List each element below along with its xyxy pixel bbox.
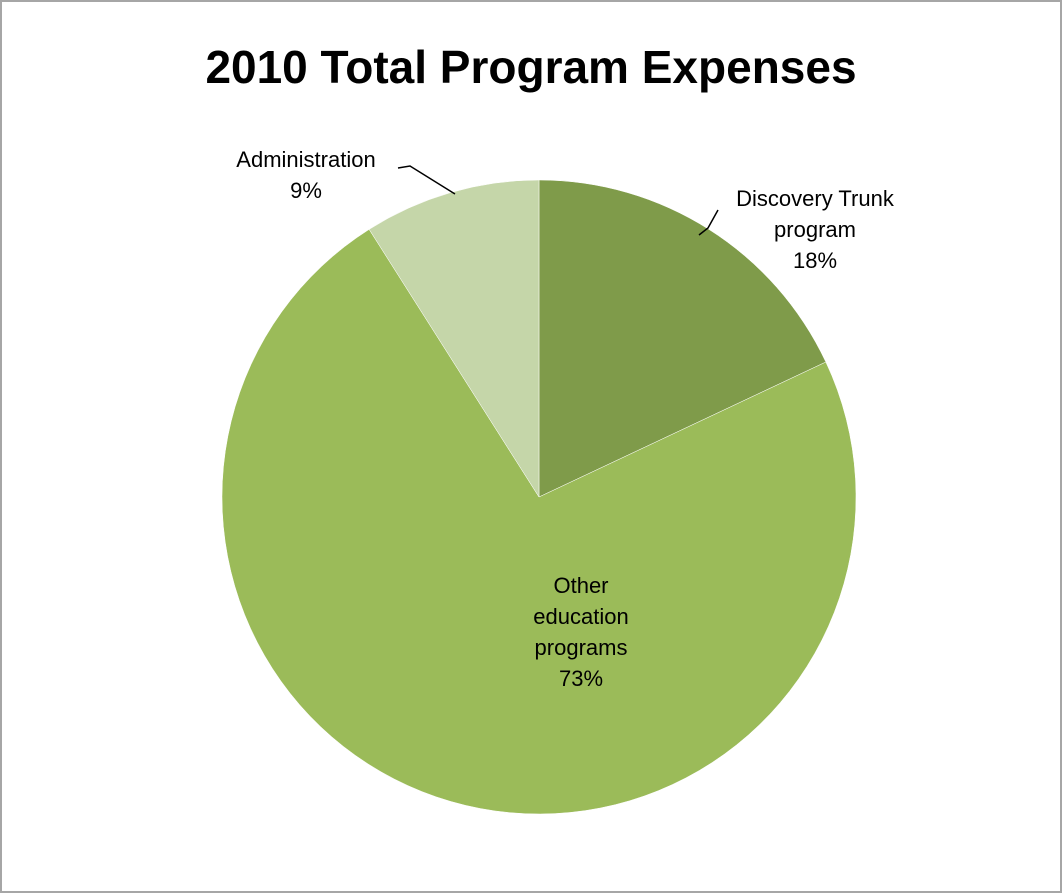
- data-label-other-education-programs: Other education programs 73%: [533, 573, 628, 691]
- pie-slice-administration: [368, 179, 540, 498]
- leader-line-discovery-trunk-program: [698, 209, 719, 236]
- pie-slice-discovery-trunk-program: [538, 179, 827, 498]
- data-label-discovery-trunk-program: Discovery Trunk program 18%: [736, 186, 895, 273]
- data-label-administration: Administration 9%: [236, 147, 375, 203]
- chart-title: 2010 Total Program Expenses: [205, 41, 857, 93]
- leader-line-administration: [397, 165, 456, 195]
- pie-slice-other-education-programs: [221, 229, 857, 815]
